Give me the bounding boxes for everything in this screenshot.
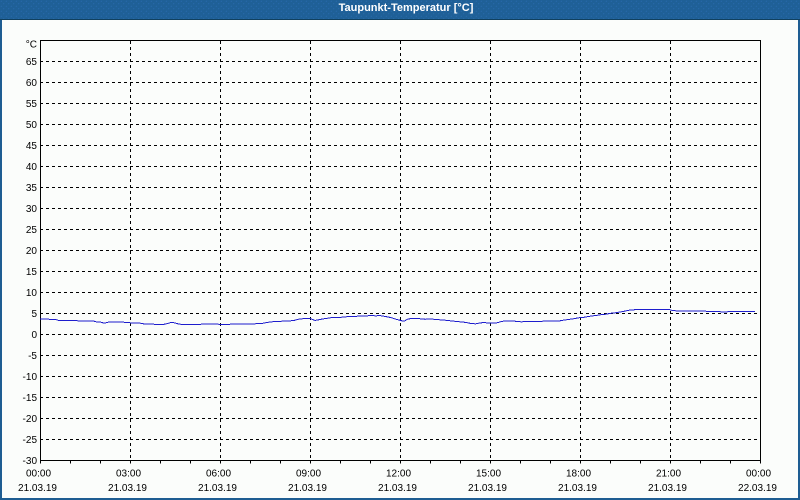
svg-text:-15: -15 bbox=[23, 393, 38, 404]
svg-text:12:00: 12:00 bbox=[386, 469, 411, 480]
svg-text:21:00: 21:00 bbox=[656, 469, 681, 480]
svg-text:21.03.19: 21.03.19 bbox=[558, 483, 597, 494]
svg-text:15:00: 15:00 bbox=[476, 469, 501, 480]
svg-text:06:00: 06:00 bbox=[206, 469, 231, 480]
svg-text:09:00: 09:00 bbox=[296, 469, 321, 480]
svg-text:21.03.19: 21.03.19 bbox=[648, 483, 687, 494]
svg-text:40: 40 bbox=[26, 162, 38, 173]
svg-text:21.03.19: 21.03.19 bbox=[18, 483, 57, 494]
svg-text:60: 60 bbox=[26, 78, 38, 89]
svg-text:21.03.19: 21.03.19 bbox=[288, 483, 327, 494]
svg-text:30: 30 bbox=[26, 204, 38, 215]
svg-text:25: 25 bbox=[26, 225, 38, 236]
svg-text:55: 55 bbox=[26, 99, 38, 110]
svg-text:5: 5 bbox=[31, 309, 37, 320]
svg-text:00:00: 00:00 bbox=[26, 469, 51, 480]
svg-text:21.03.19: 21.03.19 bbox=[378, 483, 417, 494]
svg-text:-20: -20 bbox=[23, 414, 38, 425]
svg-text:-25: -25 bbox=[23, 435, 38, 446]
svg-text:21.03.19: 21.03.19 bbox=[108, 483, 147, 494]
svg-text:°C: °C bbox=[26, 40, 37, 51]
svg-text:18:00: 18:00 bbox=[566, 469, 591, 480]
svg-text:-10: -10 bbox=[23, 372, 38, 383]
svg-text:35: 35 bbox=[26, 183, 38, 194]
svg-text:-30: -30 bbox=[23, 456, 38, 467]
svg-text:0: 0 bbox=[31, 330, 37, 341]
svg-text:15: 15 bbox=[26, 267, 38, 278]
svg-text:-5: -5 bbox=[28, 351, 37, 362]
svg-text:65: 65 bbox=[26, 57, 38, 68]
svg-text:50: 50 bbox=[26, 120, 38, 131]
svg-text:10: 10 bbox=[26, 288, 38, 299]
svg-text:00:00: 00:00 bbox=[746, 469, 771, 480]
svg-text:20: 20 bbox=[26, 246, 38, 257]
svg-text:22.03.19: 22.03.19 bbox=[738, 483, 777, 494]
svg-text:21.03.19: 21.03.19 bbox=[468, 483, 507, 494]
svg-text:45: 45 bbox=[26, 141, 38, 152]
svg-text:21.03.19: 21.03.19 bbox=[198, 483, 237, 494]
svg-text:03:00: 03:00 bbox=[116, 469, 141, 480]
